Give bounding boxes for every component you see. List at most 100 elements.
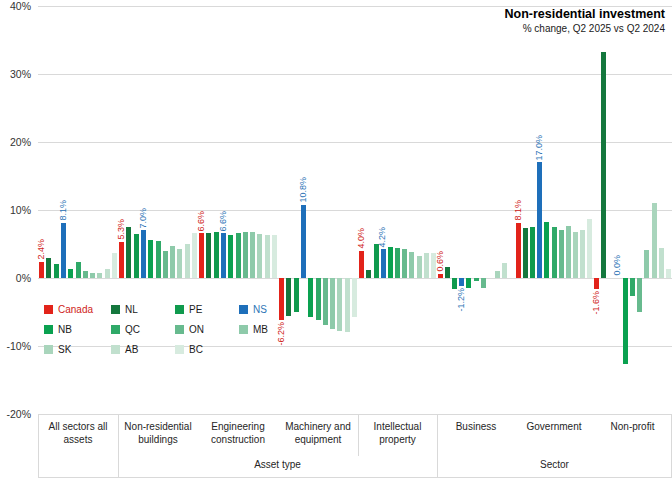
gridline <box>38 210 672 211</box>
bar-ON <box>637 278 642 312</box>
bar-label-NS: 0.0% <box>612 255 623 276</box>
bar-label-Canada: 8.1% <box>513 200 524 221</box>
bar-QC <box>236 233 241 278</box>
legend-label-BC: BC <box>189 344 203 355</box>
bar-Canada <box>438 274 443 278</box>
bar-AB <box>424 253 429 278</box>
bar-SK <box>417 256 422 278</box>
bar-MB <box>250 232 255 278</box>
bar-SK <box>97 273 102 278</box>
legend-swatch-NB <box>44 325 53 334</box>
legend-item-PE: PE <box>175 303 239 316</box>
legend-label-QC: QC <box>125 324 140 335</box>
bar-NS <box>61 223 66 278</box>
bar-label-Canada: 6.6% <box>196 211 207 232</box>
bar-BC <box>112 253 117 278</box>
legend-swatch-Canada <box>44 305 53 314</box>
bar-Canada <box>359 251 364 278</box>
bar-BC <box>666 269 671 279</box>
bar-QC <box>552 227 557 278</box>
bar-Canada <box>594 278 599 289</box>
bar-MB <box>566 226 571 278</box>
bar-label-NS: 6.6% <box>218 211 229 232</box>
bar-SK <box>337 278 342 331</box>
bar-NL <box>206 233 211 278</box>
legend-item-NL: NL <box>111 303 175 316</box>
bar-Canada <box>199 233 204 278</box>
bar-NL <box>601 52 606 278</box>
chart-title: Non-residential investment <box>505 7 665 21</box>
axis-category-label: All sectors all assets <box>38 414 118 456</box>
bar-SK <box>257 234 262 278</box>
axis-category-label: Non-profit <box>593 414 672 456</box>
legend-item-QC: QC <box>111 323 175 336</box>
axis-section-label: Sector <box>437 459 672 470</box>
bar-Canada <box>516 223 521 278</box>
legend-swatch-SK <box>44 345 53 354</box>
bar-NL <box>46 258 51 278</box>
bar-PE <box>134 234 139 278</box>
bar-Canada <box>119 242 124 278</box>
bar-ON <box>402 249 407 278</box>
bar-SK <box>495 271 500 279</box>
bar-NS <box>459 278 464 286</box>
bar-MB <box>330 278 335 329</box>
bar-BC <box>192 233 197 278</box>
y-axis-tick-label: 30% <box>0 68 31 80</box>
legend-label-NB: NB <box>58 324 72 335</box>
legend-item-NB: NB <box>44 323 111 336</box>
bar-label-Canada: 2.4% <box>36 239 47 260</box>
axis-category-label: Non-residential buildings <box>118 414 198 456</box>
bar-NS <box>141 230 146 278</box>
y-axis-tick-label: 20% <box>0 136 31 148</box>
axis-category-label: Machinery and equipment <box>278 414 358 456</box>
bar-label-Canada: 5.3% <box>116 219 127 240</box>
legend-swatch-NS <box>239 305 248 314</box>
bar-NB <box>466 278 471 288</box>
bar-label-NS: 7.0% <box>138 208 149 229</box>
axis-category-label: Engineering construction <box>198 414 278 456</box>
gridline <box>38 6 672 7</box>
bar-PE <box>374 244 379 278</box>
bar-QC <box>630 278 635 296</box>
legend-swatch-MB <box>239 325 248 334</box>
y-axis-tick-label: 40% <box>0 0 31 12</box>
bar-AB <box>345 278 350 332</box>
gridline <box>38 142 672 143</box>
bar-label-NS: 4.2% <box>377 227 388 248</box>
bar-QC <box>156 241 161 278</box>
bar-NL <box>445 267 450 278</box>
gridline <box>38 74 672 75</box>
y-axis-tick-label: -20% <box>0 408 31 420</box>
legend-item-SK: SK <box>44 343 111 356</box>
legend-item-MB: MB <box>239 323 309 336</box>
bar-ON <box>481 278 486 288</box>
bar-label-Canada: -1.6% <box>591 291 602 315</box>
legend-swatch-NL <box>111 305 120 314</box>
legend-label-AB: AB <box>125 344 138 355</box>
y-axis-tick-label: 10% <box>0 204 31 216</box>
bar-BC <box>272 235 277 279</box>
bar-NS <box>381 249 386 278</box>
legend: CanadaNLPENSNBQCONMBSKABBC <box>44 303 309 356</box>
bar-QC <box>76 262 81 278</box>
bar-NB <box>388 247 393 278</box>
bar-label-NS: 17.0% <box>534 135 545 161</box>
y-axis-tick-label: -10% <box>0 340 31 352</box>
legend-label-MB: MB <box>253 324 268 335</box>
bar-Canada <box>39 262 44 278</box>
bar-label-NS: 8.1% <box>58 200 69 221</box>
bar-label-Canada: 0.6% <box>435 251 446 272</box>
chart-root: Non-residential investment % change, Q2 … <box>0 0 672 480</box>
bar-PE <box>530 227 535 278</box>
axis-category-label: Intellectual property <box>358 414 437 456</box>
axis-section-label: Asset type <box>118 459 437 470</box>
legend-item-AB: AB <box>111 343 175 356</box>
bar-MB <box>90 273 95 278</box>
legend-label-Canada: Canada <box>58 304 93 315</box>
bar-MB <box>170 246 175 278</box>
legend-swatch-AB <box>111 345 120 354</box>
bar-ON <box>83 271 88 278</box>
bar-MB <box>644 250 649 278</box>
bar-QC <box>395 248 400 278</box>
